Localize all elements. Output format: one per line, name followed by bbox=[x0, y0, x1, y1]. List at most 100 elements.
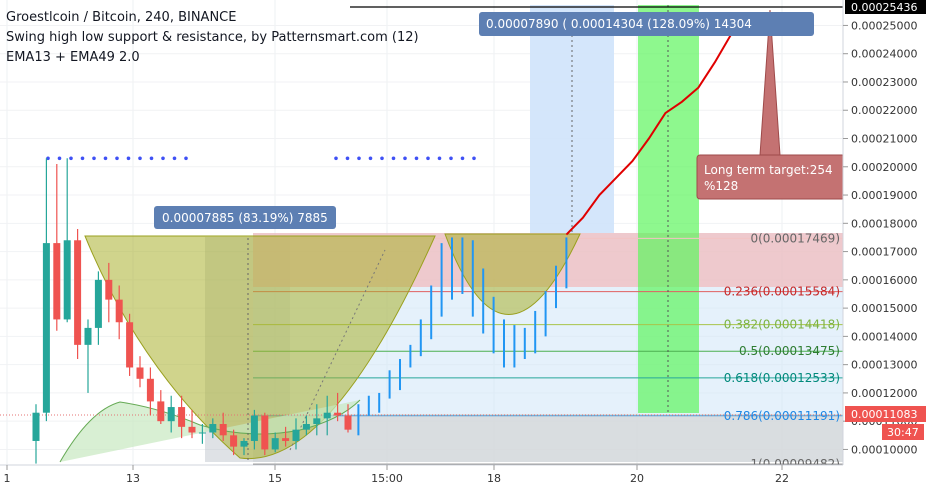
resistance-dots bbox=[46, 156, 476, 161]
resistance-dot bbox=[92, 156, 96, 161]
y-tick-label: 0.00024000 bbox=[851, 48, 917, 61]
legend-indicator-ema[interactable]: EMA13 + EMA49 2.0 bbox=[6, 50, 140, 65]
fib-label: 0.236(0.00015584) bbox=[724, 285, 840, 299]
candle[interactable] bbox=[240, 438, 248, 456]
y-tick-label: 0.00010000 bbox=[851, 443, 917, 456]
x-tick-label: 15 bbox=[268, 472, 282, 485]
candle[interactable] bbox=[42, 158, 50, 422]
price-tag-last-text: 0.00011083 bbox=[851, 408, 917, 421]
candle[interactable] bbox=[84, 319, 92, 393]
resistance-dot bbox=[69, 156, 73, 161]
measure-label-left: 0.00007885 (83.19%) 7885 bbox=[162, 211, 328, 225]
candle[interactable] bbox=[292, 418, 300, 450]
candle[interactable] bbox=[209, 418, 217, 439]
countdown-tag bbox=[882, 424, 924, 440]
time-axis[interactable] bbox=[0, 465, 926, 490]
candle[interactable] bbox=[271, 432, 279, 453]
resistance-dot bbox=[437, 156, 442, 161]
candle[interactable] bbox=[74, 228, 82, 359]
candle[interactable] bbox=[115, 285, 123, 340]
resistance-dot bbox=[138, 156, 142, 161]
resistance-dot bbox=[149, 156, 154, 161]
candle[interactable] bbox=[323, 395, 331, 436]
resistance-dot bbox=[172, 156, 177, 161]
resistance-dot bbox=[380, 156, 384, 161]
countdown-text: 30:47 bbox=[887, 426, 919, 439]
candle[interactable] bbox=[344, 404, 352, 433]
candle[interactable] bbox=[250, 409, 258, 450]
resistance-dot bbox=[391, 156, 396, 161]
fib-label: 0.786(0.00011191) bbox=[724, 409, 840, 423]
candle[interactable] bbox=[178, 395, 186, 439]
candle[interactable] bbox=[198, 424, 206, 444]
candle[interactable] bbox=[146, 367, 154, 416]
candle[interactable] bbox=[32, 404, 40, 464]
measure-zone-right bbox=[530, 5, 614, 233]
resistance-dot bbox=[403, 156, 407, 161]
y-tick-label: 0.00017000 bbox=[851, 246, 917, 259]
resistance-dot bbox=[80, 156, 85, 161]
candle[interactable] bbox=[94, 271, 102, 345]
resistance-dot bbox=[184, 156, 188, 161]
y-tick-label: 0.00023000 bbox=[851, 76, 917, 89]
price-tag-top-text: 0.00025436 bbox=[851, 1, 917, 14]
candle[interactable] bbox=[105, 262, 113, 323]
resistance-dot bbox=[126, 156, 131, 161]
candle[interactable] bbox=[261, 412, 269, 456]
candle[interactable] bbox=[63, 158, 71, 323]
candle[interactable] bbox=[219, 412, 227, 441]
candle[interactable] bbox=[313, 404, 321, 436]
y-tick-label: 0.00012000 bbox=[851, 387, 917, 400]
fib-label: 0.618(0.00012533) bbox=[724, 371, 840, 385]
candle[interactable] bbox=[157, 390, 165, 425]
y-tick-label: 0.00018000 bbox=[851, 217, 917, 230]
y-tick-label: 0.00014000 bbox=[851, 330, 917, 343]
x-tick-label: 18 bbox=[487, 472, 501, 485]
x-tick-label: 15:00 bbox=[371, 472, 403, 485]
target-callout-line1: Long term target:254 bbox=[704, 163, 833, 177]
x-tick-label: 1 bbox=[4, 472, 11, 485]
fib-label: 0.5(0.00013475) bbox=[739, 344, 840, 358]
resistance-dot bbox=[357, 156, 361, 161]
candle[interactable] bbox=[126, 313, 134, 376]
fib-label: 0.382(0.00014418) bbox=[724, 318, 840, 332]
resistance-dot bbox=[345, 156, 350, 161]
price-axis[interactable] bbox=[843, 0, 926, 465]
candle[interactable] bbox=[230, 429, 238, 456]
y-tick-label: 0.00019000 bbox=[851, 189, 917, 202]
x-tick-label: 13 bbox=[126, 472, 140, 485]
y-tick-label: 0.00015000 bbox=[851, 302, 917, 315]
measure-label-left-box[interactable] bbox=[154, 206, 336, 229]
y-tick-label: 0.00013000 bbox=[851, 359, 917, 372]
candle[interactable] bbox=[136, 356, 144, 388]
resistance-dot bbox=[449, 156, 453, 161]
legend-symbol[interactable]: Groestlcoin / Bitcoin, 240, BINANCE bbox=[6, 10, 237, 25]
candle[interactable] bbox=[282, 426, 290, 447]
target-callout-line2: %128 bbox=[704, 179, 738, 193]
measure-label-right-box[interactable] bbox=[479, 12, 814, 36]
resistance-dot bbox=[426, 156, 430, 161]
candle[interactable] bbox=[188, 409, 196, 439]
chart-legend: Groestlcoin / Bitcoin, 240, BINANCE Swin… bbox=[6, 8, 419, 68]
resistance-dot bbox=[368, 156, 373, 161]
y-tick-label: 0.00021000 bbox=[851, 133, 917, 146]
price-tag-last bbox=[845, 406, 926, 422]
candle[interactable] bbox=[167, 395, 175, 433]
y-tick-label: 0.00025000 bbox=[851, 19, 917, 32]
legend-indicator-swing[interactable]: Swing high low support & resistance, by … bbox=[6, 30, 419, 45]
resistance-dot bbox=[103, 156, 108, 161]
measure-label-right: 0.00007890 ( 0.00014304 (128.09%) 14304 bbox=[486, 17, 752, 31]
resistance-dot bbox=[115, 156, 119, 161]
candle[interactable] bbox=[53, 163, 61, 331]
resistance-dot bbox=[161, 156, 165, 161]
y-tick-label: 0.00016000 bbox=[851, 274, 917, 287]
resistance-dot bbox=[57, 156, 62, 161]
price-tag-top bbox=[845, 0, 926, 14]
candle[interactable] bbox=[302, 415, 310, 436]
resistance-dot bbox=[334, 156, 338, 161]
projected-target-path bbox=[565, 13, 749, 236]
fib-label: 0(0.00017469) bbox=[750, 231, 840, 245]
candle[interactable] bbox=[334, 392, 342, 422]
